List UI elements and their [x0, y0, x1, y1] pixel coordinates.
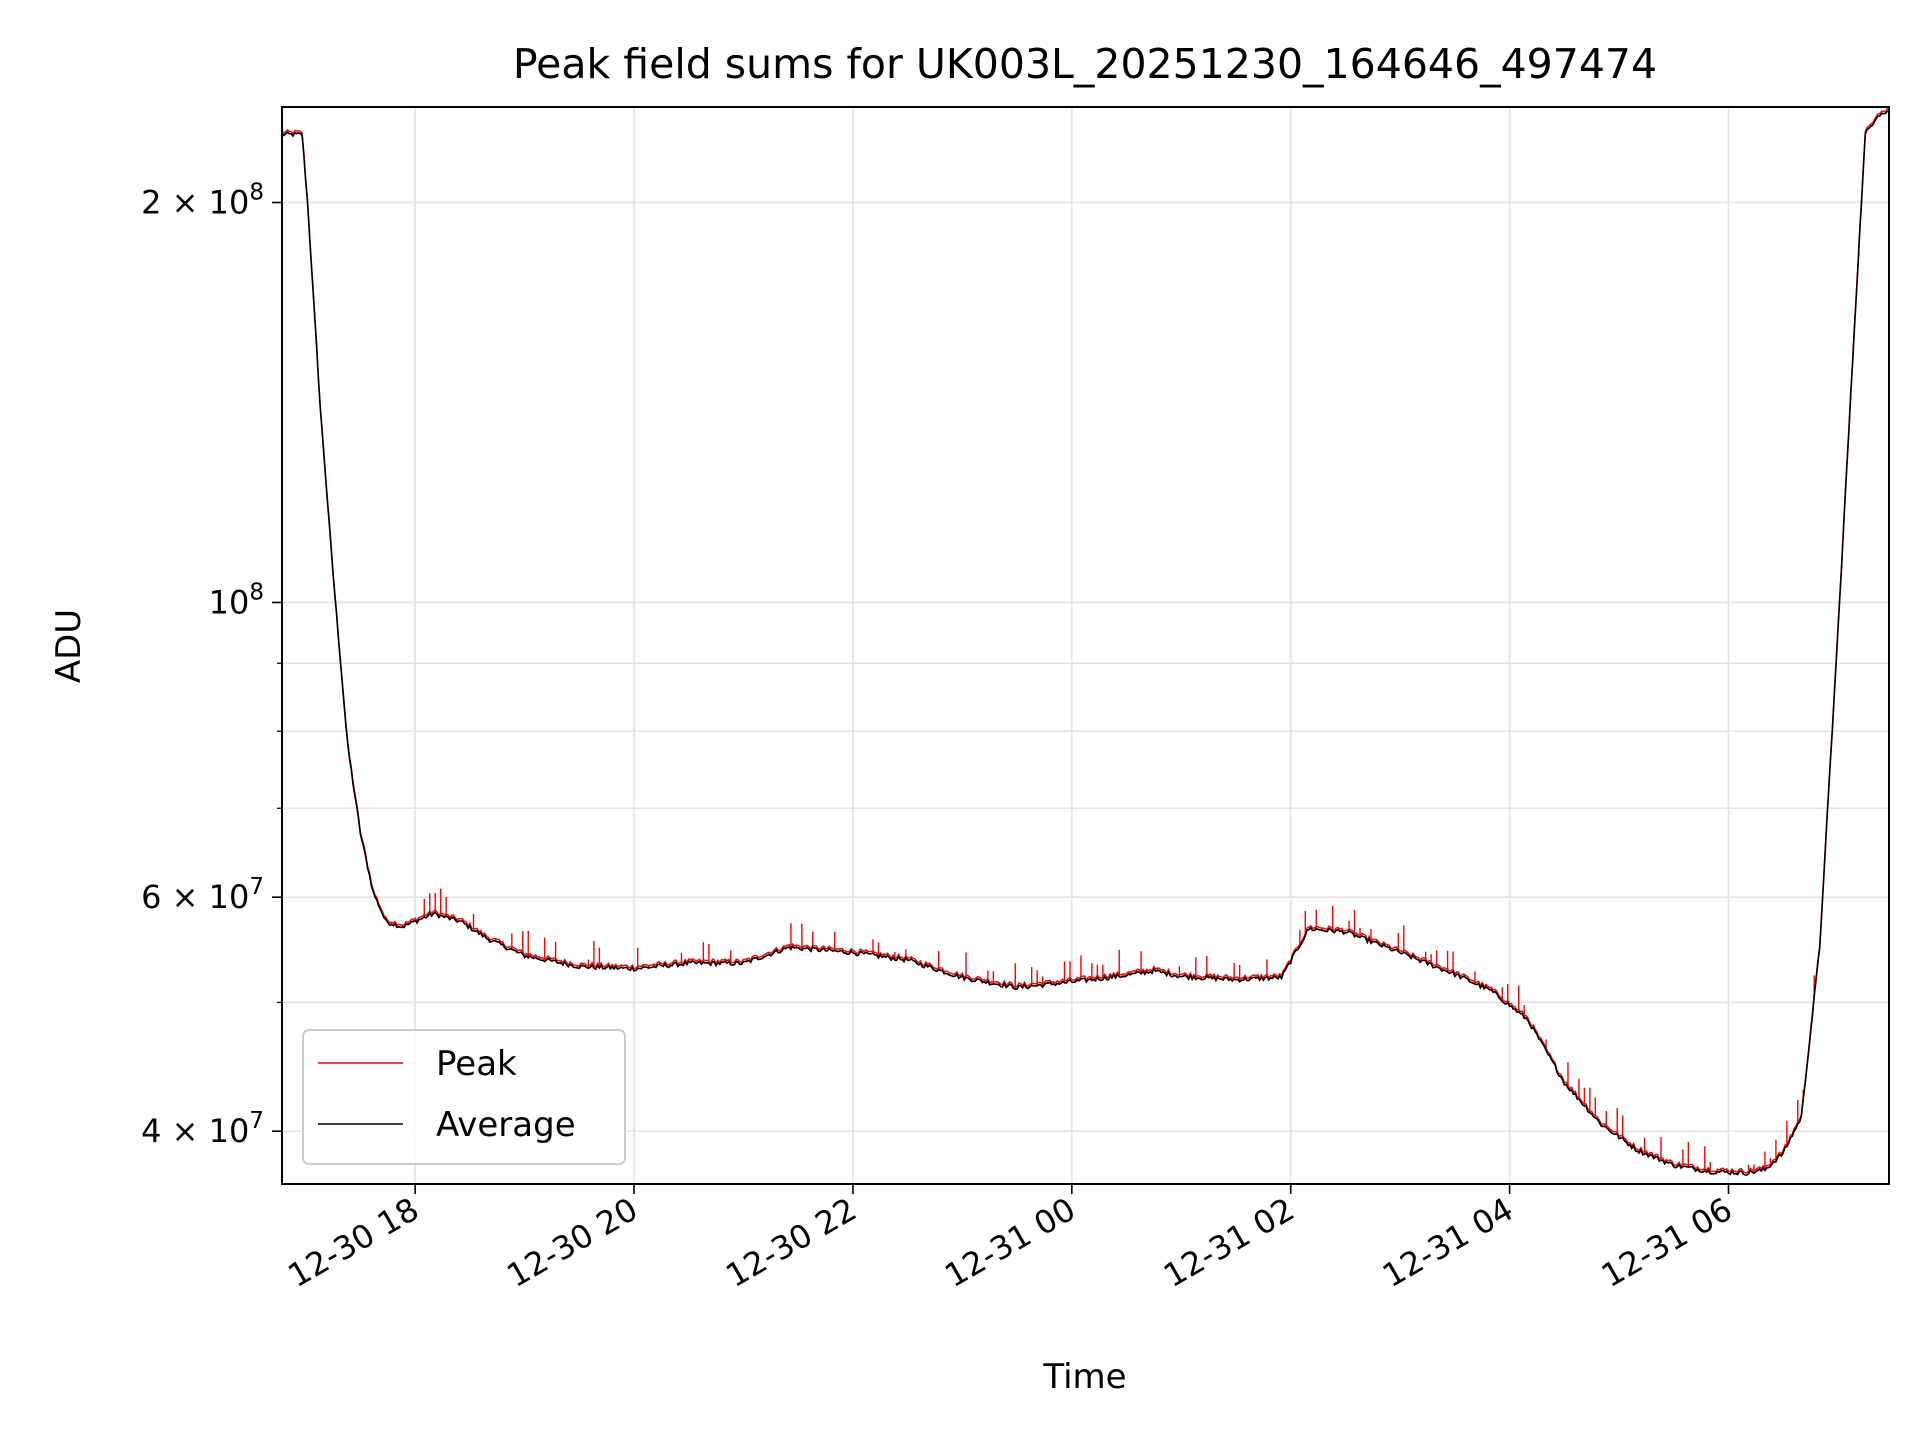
y-tick-label: 4 × 107 [141, 1108, 264, 1150]
plot-frame [281, 106, 1890, 1185]
series-layer [282, 108, 1889, 1177]
x-axis-label: Time [1042, 1357, 1126, 1397]
peak-line [282, 108, 1889, 1174]
grid [282, 107, 1889, 1184]
legend-average-label: Average [436, 1105, 576, 1145]
legend-peak-label: Peak [436, 1044, 517, 1084]
average-line [282, 110, 1889, 1177]
y-tick-label: 2 × 108 [141, 180, 264, 222]
y-tick-label: 108 [209, 579, 264, 621]
y-tick-label: 6 × 107 [141, 874, 264, 916]
y-axis-label: ADU [49, 609, 89, 683]
legend: Peak Average [302, 1029, 626, 1165]
chart-title: Peak field sums for UK003L_20251230_1646… [513, 40, 1657, 88]
plot-area [282, 107, 1889, 1184]
